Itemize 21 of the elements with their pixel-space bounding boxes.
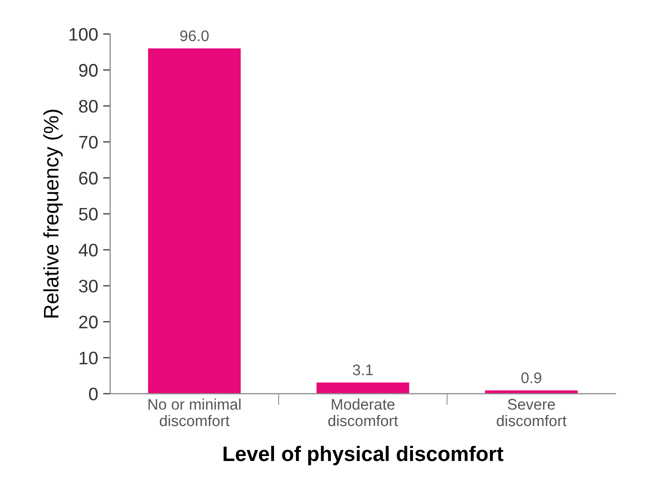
y-tick-label: 80 xyxy=(79,100,98,113)
y-tick-label: 70 xyxy=(79,136,98,149)
data-label: 3.1 xyxy=(352,364,373,376)
x-tick-label: No or minimal discomfort xyxy=(148,398,240,426)
bar xyxy=(148,48,241,394)
y-tick-label: 0 xyxy=(89,388,98,400)
x-tick-label: Moderate discomfort xyxy=(328,398,398,426)
data-label: 0.9 xyxy=(521,372,542,384)
y-axis-title: Relative frequency (%) xyxy=(43,110,63,318)
y-tick-label: 10 xyxy=(80,352,98,364)
y-tick-label: 40 xyxy=(78,244,98,257)
x-tick-label: Severe discomfort xyxy=(496,398,566,426)
y-tick-label: 90 xyxy=(79,64,98,77)
data-label: 96.0 xyxy=(180,30,209,42)
y-tick-label: 60 xyxy=(79,172,98,185)
x-axis-title: Level of physical discomfort xyxy=(224,446,504,466)
y-tick-label: 20 xyxy=(79,316,98,328)
y-tick-label: 50 xyxy=(78,208,98,221)
y-tick-label: 30 xyxy=(78,280,98,292)
bar xyxy=(316,382,410,394)
y-tick-label: 100 xyxy=(70,28,98,41)
